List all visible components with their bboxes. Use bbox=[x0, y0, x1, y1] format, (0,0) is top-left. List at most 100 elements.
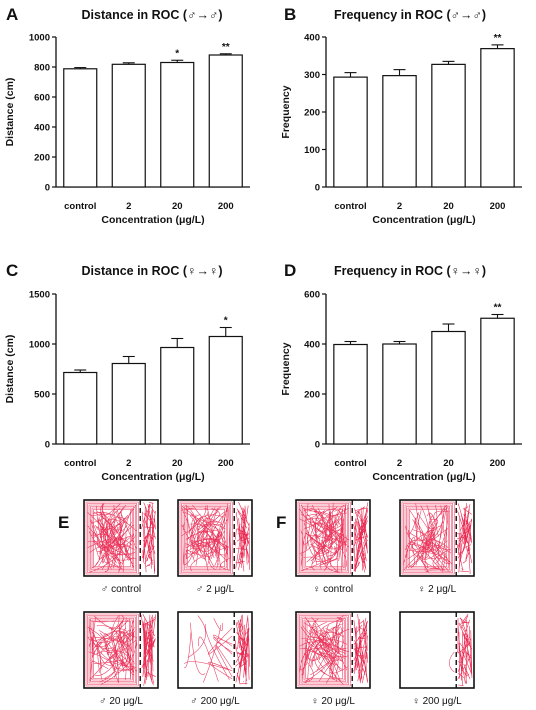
x-tick-label: 200 bbox=[490, 201, 506, 212]
trajectory-traces-left bbox=[85, 501, 139, 575]
trajectory-caption: ♂ control bbox=[101, 584, 141, 595]
trajectory-plot: ♂ 2 μg/L bbox=[177, 499, 253, 595]
trajectory-panel-e: ♂ control ♂ 2 μg/L ♂ 20 μg/L ♂ 200 μg/L bbox=[83, 499, 253, 707]
trajectory-traces-right bbox=[141, 614, 157, 686]
trajectory-plot: ♀ 200 μg/L bbox=[399, 611, 475, 707]
y-tick-label: 0 bbox=[315, 440, 320, 451]
y-tick-label: 1000 bbox=[29, 33, 50, 44]
chart-distance-female: Distance in ROC (♀→♀) 0 500 1000 1500 Distanc… bbox=[4, 264, 250, 483]
y-axis-label: Frequency bbox=[280, 85, 292, 138]
chart-title: Frequency in ROC (♂→♂) bbox=[334, 8, 486, 22]
x-tick-label: 20 bbox=[172, 201, 183, 212]
trajectory-traces-left bbox=[183, 615, 233, 683]
trajectory-plot: ♀ control bbox=[295, 499, 371, 595]
bar bbox=[208, 335, 243, 445]
x-tick-label: 2 bbox=[126, 201, 131, 212]
trajectory-traces-left bbox=[85, 613, 139, 687]
trajectory-traces-right bbox=[353, 614, 369, 684]
x-axis-label: Concentration (μg/L) bbox=[101, 214, 204, 226]
chart-title: Distance in ROC (♂→♂) bbox=[82, 8, 223, 22]
y-tick-label: 800 bbox=[34, 63, 50, 74]
significance-marker: * bbox=[175, 48, 179, 59]
trajectory-traces-right bbox=[353, 502, 369, 573]
chart-frequency-female: Frequency in ROC (♀→♀) 0 200 400 600 Frequenc… bbox=[280, 264, 522, 483]
bar bbox=[431, 63, 466, 188]
bar bbox=[160, 61, 195, 188]
trajectory-plot: ♂ control bbox=[83, 499, 159, 595]
x-tick-label: control bbox=[334, 458, 366, 469]
x-tick-label: control bbox=[64, 201, 96, 212]
trajectory-plot: ♂ 200 μg/L bbox=[177, 611, 253, 707]
trajectory-traces-left bbox=[448, 651, 455, 673]
trajectory-caption: ♀ 200 μg/L bbox=[412, 696, 462, 707]
bar bbox=[160, 346, 195, 445]
x-tick-label: 2 bbox=[397, 458, 402, 469]
trajectory-traces-left bbox=[179, 501, 233, 575]
trajectory-traces-left bbox=[297, 501, 351, 575]
significance-marker: ** bbox=[494, 303, 502, 314]
x-tick-label: 200 bbox=[218, 201, 234, 212]
y-tick-label: 0 bbox=[45, 440, 50, 451]
trajectory-traces-right bbox=[457, 502, 473, 575]
panel-label-e: E bbox=[58, 513, 69, 532]
bar bbox=[480, 317, 515, 445]
x-axis-label: Concentration (μg/L) bbox=[101, 471, 204, 483]
x-axis-label: Concentration (μg/L) bbox=[372, 214, 475, 226]
panel-label-b: B bbox=[284, 5, 296, 24]
bar bbox=[431, 330, 466, 445]
trajectory-traces-right bbox=[235, 614, 251, 685]
panel-label-c: C bbox=[6, 261, 18, 280]
y-tick-label: 600 bbox=[304, 290, 320, 301]
y-tick-label: 1000 bbox=[29, 340, 50, 351]
bar bbox=[333, 76, 368, 188]
y-tick-label: 0 bbox=[45, 183, 50, 194]
trajectory-caption: ♀ 2 μg/L bbox=[418, 584, 457, 595]
y-tick-label: 200 bbox=[304, 108, 320, 119]
trajectory-plot: ♀ 20 μg/L bbox=[295, 611, 371, 707]
trajectory-traces-right bbox=[457, 613, 473, 686]
chart-frequency-male: Frequency in ROC (♂→♂) 0 100 200 300 400 Frequ… bbox=[280, 8, 522, 226]
bar bbox=[382, 343, 417, 445]
y-tick-label: 500 bbox=[34, 390, 50, 401]
y-tick-label: 400 bbox=[304, 340, 320, 351]
bar bbox=[480, 48, 515, 188]
significance-marker: * bbox=[224, 316, 228, 327]
bar bbox=[63, 68, 98, 188]
significance-marker: ** bbox=[494, 33, 502, 44]
y-tick-label: 300 bbox=[304, 70, 320, 81]
chart-title: Distance in ROC (♀→♀) bbox=[82, 264, 223, 278]
x-tick-label: 2 bbox=[397, 201, 402, 212]
trajectory-plot: ♂ 20 μg/L bbox=[83, 611, 159, 707]
bar bbox=[111, 362, 146, 445]
bar bbox=[63, 371, 98, 445]
bar bbox=[382, 75, 417, 188]
trajectory-traces-left bbox=[297, 613, 351, 687]
y-tick-label: 600 bbox=[34, 93, 50, 104]
y-axis-label: Distance (cm) bbox=[4, 78, 16, 147]
y-axis-label: Distance (cm) bbox=[4, 335, 16, 404]
chart-title: Frequency in ROC (♀→♀) bbox=[334, 264, 486, 278]
x-tick-label: control bbox=[64, 458, 96, 469]
bar bbox=[208, 54, 243, 188]
x-tick-label: 200 bbox=[218, 458, 234, 469]
bar bbox=[111, 63, 146, 188]
trajectory-caption: ♂ 200 μg/L bbox=[190, 696, 240, 707]
x-axis-label: Concentration (μg/L) bbox=[372, 471, 475, 483]
trajectory-panel-f: ♀ control ♀ 2 μg/L ♀ 20 μg/L ♀ 200 μg/L bbox=[295, 499, 475, 707]
x-tick-label: 200 bbox=[490, 458, 506, 469]
significance-marker: ** bbox=[222, 42, 230, 53]
trajectory-caption: ♂ 2 μg/L bbox=[196, 584, 235, 595]
trajectory-caption: ♂ 20 μg/L bbox=[99, 696, 143, 707]
chart-distance-male: Distance in ROC (♂→♂) 0 200 400 600 800 1000 Di… bbox=[4, 8, 250, 226]
y-tick-label: 1500 bbox=[29, 290, 50, 301]
x-tick-label: 20 bbox=[443, 458, 454, 469]
y-tick-label: 200 bbox=[34, 153, 50, 164]
panel-label-a: A bbox=[6, 5, 18, 24]
trajectory-plot: ♀ 2 μg/L bbox=[399, 499, 475, 595]
trajectory-caption: ♀ 20 μg/L bbox=[311, 696, 355, 707]
arena-border bbox=[399, 499, 475, 577]
y-tick-label: 400 bbox=[304, 33, 320, 44]
x-tick-label: control bbox=[334, 201, 366, 212]
y-tick-label: 100 bbox=[304, 145, 320, 156]
trajectory-traces-right bbox=[141, 502, 156, 574]
